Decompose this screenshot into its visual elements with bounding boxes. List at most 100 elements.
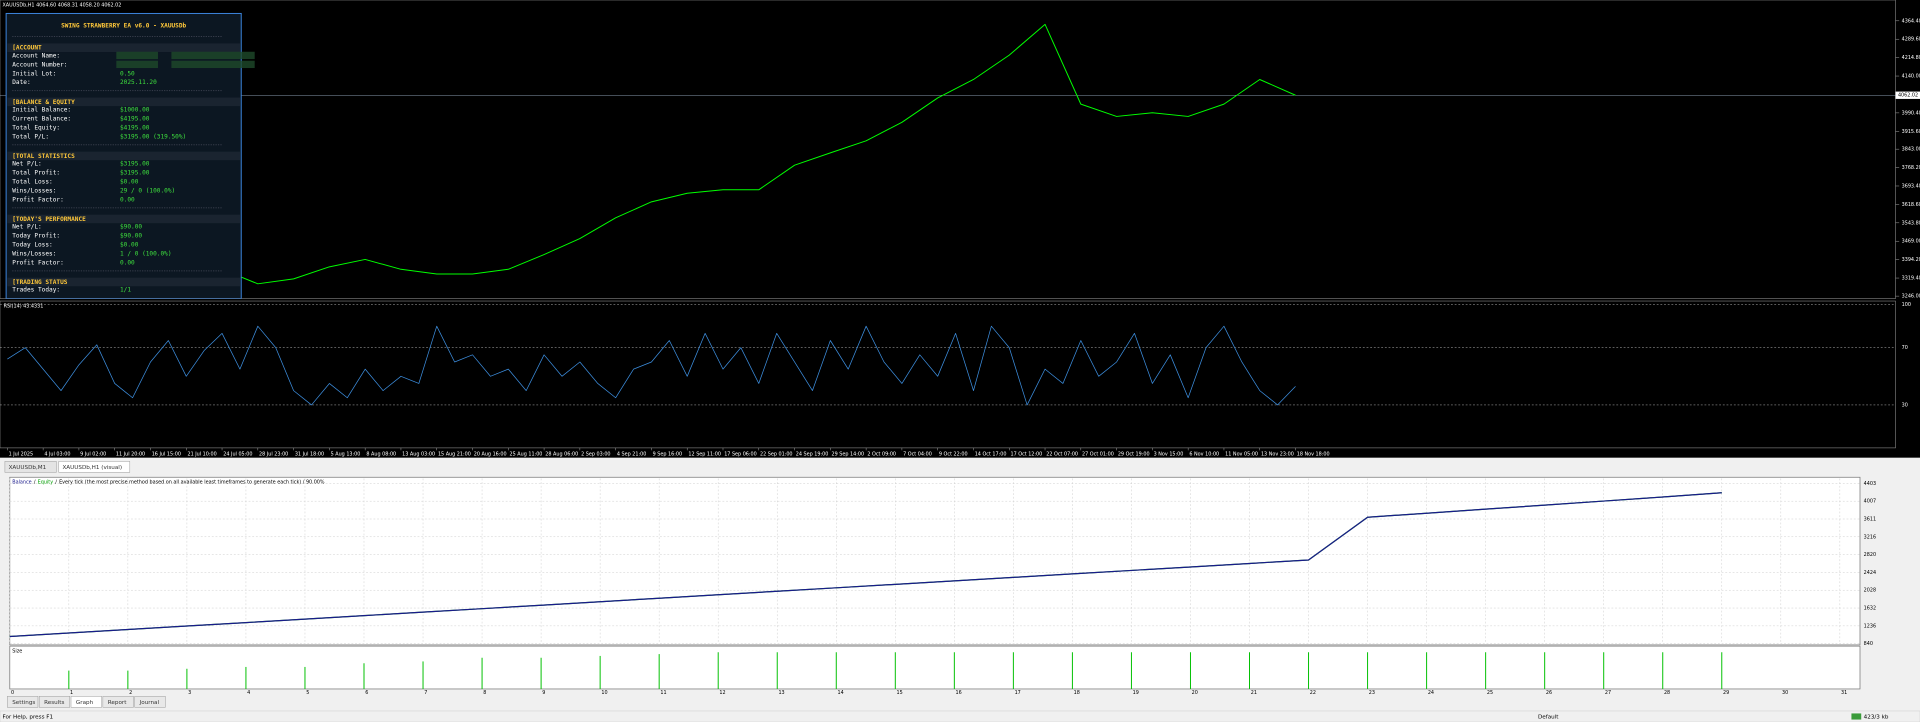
x-tick-label: 12 — [719, 690, 725, 696]
x-tick-label: 2 Oct 09:00 — [867, 452, 896, 458]
tester-tab-label: Report — [108, 700, 127, 706]
x-tick-label: 31 — [1841, 690, 1847, 696]
row-value: $4195.00 — [120, 124, 150, 131]
section-heading: [TRADING STATUS — [12, 279, 68, 286]
x-tick-label: 20 Aug 16:00 — [474, 452, 507, 458]
x-tick-label: 29 Sep 14:00 — [832, 452, 865, 458]
chart-tab[interactable] — [4, 461, 57, 473]
y-tick-label: 3843.00 — [1902, 147, 1920, 153]
y-tick-label: 4214.80 — [1902, 55, 1920, 61]
x-tick-label: 9 Sep 16:00 — [653, 452, 682, 458]
x-tick-label: 24 Sep 19:00 — [796, 452, 829, 458]
row-label: Total P/L: — [12, 133, 49, 140]
rsi-caption: RSI(14) 43.4331 — [4, 303, 44, 309]
y-tick-label: 1632 — [1864, 606, 1876, 612]
legend-separator: / — [32, 480, 37, 486]
y-tick-label: 3915.60 — [1902, 129, 1920, 135]
section-heading: [TOTAL STATISTICS — [12, 153, 75, 160]
data-line — [7, 325, 1296, 406]
x-tick-label: 28 — [1664, 690, 1670, 696]
tester-tab-label: Graph — [76, 700, 94, 706]
x-tick-label: 24 Jul 05:00 — [223, 452, 252, 458]
row-label: Current Balance: — [12, 115, 71, 122]
row-value: $0.00 — [120, 178, 139, 185]
row-label: Total Loss: — [12, 178, 52, 185]
x-tick-label: 11 Jul 20:00 — [116, 452, 145, 458]
size-bar — [1012, 652, 1014, 689]
size-bar — [1367, 652, 1369, 689]
row-value: $3195.00 — [120, 161, 150, 168]
tester-tab[interactable] — [134, 696, 166, 708]
x-tick-label: 0 — [11, 690, 14, 696]
y-tick-label: 4289.60 — [1902, 37, 1920, 43]
legend-entry: Equity — [38, 480, 54, 486]
section-heading: [BALANCE & EQUITY — [12, 99, 75, 106]
row-value: 1 / 0 (100.0%) — [120, 250, 172, 257]
x-tick-label: 4 Sep 21:00 — [617, 452, 646, 458]
row-label: Initial Balance: — [12, 107, 71, 114]
section-heading: [TODAY'S PERFORMANCE — [12, 216, 86, 223]
tester-tab-bar — [0, 695, 1920, 709]
y-tick-label: 3618.60 — [1902, 202, 1920, 208]
x-tick-label: 23 — [1369, 690, 1375, 696]
x-tick-label: 13 Nov 23:00 — [1261, 452, 1294, 458]
size-bar — [422, 661, 424, 689]
row-value: $90.00 — [120, 233, 142, 240]
x-tick-label: 11 — [660, 690, 666, 696]
size-bar — [1426, 652, 1428, 689]
tester-tab[interactable] — [70, 696, 102, 708]
x-tick-label: 3 Nov 15:00 — [1154, 452, 1184, 458]
x-tick-label: 16 Jul 15:00 — [152, 452, 181, 458]
tester-tab[interactable] — [7, 696, 39, 708]
row-label: Wins/Losses: — [12, 187, 56, 194]
row-value: 29 / 0 (100.0%) — [120, 187, 175, 194]
current-price-box — [1895, 91, 1920, 99]
legend-subtitle: Every tick (the most precise method base… — [59, 480, 325, 486]
size-bar — [835, 652, 837, 689]
section-band — [7, 97, 240, 107]
size-bar — [717, 652, 719, 689]
x-tick-label: 25 Aug 11:00 — [510, 452, 543, 458]
x-tick-label: 20 — [1192, 690, 1198, 696]
tester-tab[interactable] — [102, 696, 134, 708]
row-value: 2025.11.20 — [120, 79, 157, 86]
x-tick-label: 1 Jul 2025 — [9, 452, 34, 458]
x-tick-label: 29 — [1723, 690, 1729, 696]
x-tick-label: 26 — [1546, 690, 1552, 696]
size-bar — [1308, 652, 1310, 689]
row-value: $0.00 — [120, 242, 139, 249]
x-tick-label: 3 — [188, 690, 191, 696]
legend-entry: Balance — [12, 480, 31, 486]
size-bar — [1544, 652, 1546, 689]
rsi-tick-label: 30 — [1902, 402, 1908, 408]
row-label: Wins/Losses: — [12, 250, 56, 257]
status-bar — [0, 710, 1920, 722]
row-value: 0.00 — [120, 259, 135, 266]
row-label: Profit Factor: — [12, 196, 64, 203]
x-tick-label: 13 Aug 03:00 — [402, 452, 435, 458]
x-tick-label: 14 Oct 17:00 — [975, 452, 1007, 458]
x-tick-label: 21 — [1251, 690, 1257, 696]
size-bar — [363, 663, 365, 689]
x-tick-label: 30 — [1782, 690, 1788, 696]
y-tick-label: 3611 — [1864, 517, 1876, 523]
x-tick-label: 17 Sep 06:00 — [724, 452, 757, 458]
size-bar — [245, 666, 247, 689]
x-tick-label: 25 — [1487, 690, 1493, 696]
size-bar — [776, 652, 778, 689]
x-tick-label: 29 Oct 19:00 — [1118, 452, 1150, 458]
tester-tab[interactable] — [38, 696, 71, 708]
y-tick-label: 840 — [1864, 641, 1873, 647]
row-label: Trades Today: — [12, 287, 60, 294]
chart-window — [0, 0, 1920, 458]
redacted — [171, 60, 255, 69]
y-tick-label: 3543.80 — [1902, 220, 1920, 226]
x-tick-label: 21 Jul 10:00 — [187, 452, 216, 458]
row-label: Today Loss: — [12, 242, 52, 249]
row-label: Profit Factor: — [12, 259, 64, 266]
row-value: 1/1 — [120, 287, 131, 294]
chart-tab[interactable] — [58, 461, 131, 473]
x-tick-label: 8 — [483, 690, 486, 696]
y-tick-label: 4403 — [1864, 481, 1876, 487]
y-tick-label: 3394.20 — [1902, 257, 1920, 263]
